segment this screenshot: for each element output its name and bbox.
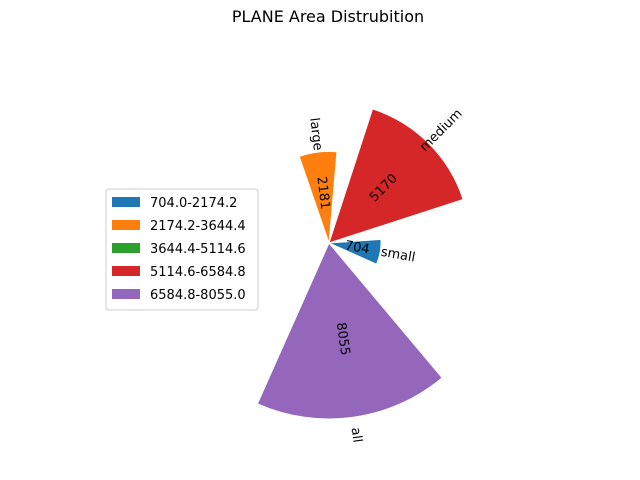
legend-swatch bbox=[112, 243, 140, 253]
category-label-all: all bbox=[348, 427, 365, 444]
chart-title: PLANE Area Distrubition bbox=[232, 7, 424, 26]
legend-frame bbox=[105, 188, 259, 311]
wedges bbox=[256, 108, 464, 420]
legend-entry: 3644.4-5114.6 bbox=[150, 242, 246, 257]
wedge-large bbox=[298, 150, 338, 244]
legend-swatch bbox=[112, 197, 140, 207]
wedge-medium bbox=[328, 108, 464, 244]
category-label-large: large bbox=[306, 117, 325, 152]
legend-entry: 2174.2-3644.4 bbox=[150, 219, 246, 234]
legend: 704.0-2174.2 2174.2-3644.4 3644.4-5114.6 51… bbox=[105, 188, 259, 311]
category-label-medium: medium bbox=[417, 106, 465, 154]
legend-entry: 5114.6-6584.8 bbox=[150, 265, 246, 280]
value-label-small: 704 bbox=[344, 238, 371, 257]
value-label-large: 2181 bbox=[313, 176, 332, 211]
wedge-small bbox=[328, 238, 382, 265]
legend-swatch bbox=[112, 289, 140, 299]
legend-swatch bbox=[112, 220, 140, 230]
wedge-all bbox=[256, 242, 443, 420]
legend-swatch bbox=[112, 266, 140, 276]
value-label-all: 8055 bbox=[333, 321, 352, 356]
legend-entry: 6584.8-8055.0 bbox=[150, 288, 246, 303]
category-label-small: small bbox=[380, 245, 417, 266]
legend-entry: 704.0-2174.2 bbox=[150, 196, 237, 211]
